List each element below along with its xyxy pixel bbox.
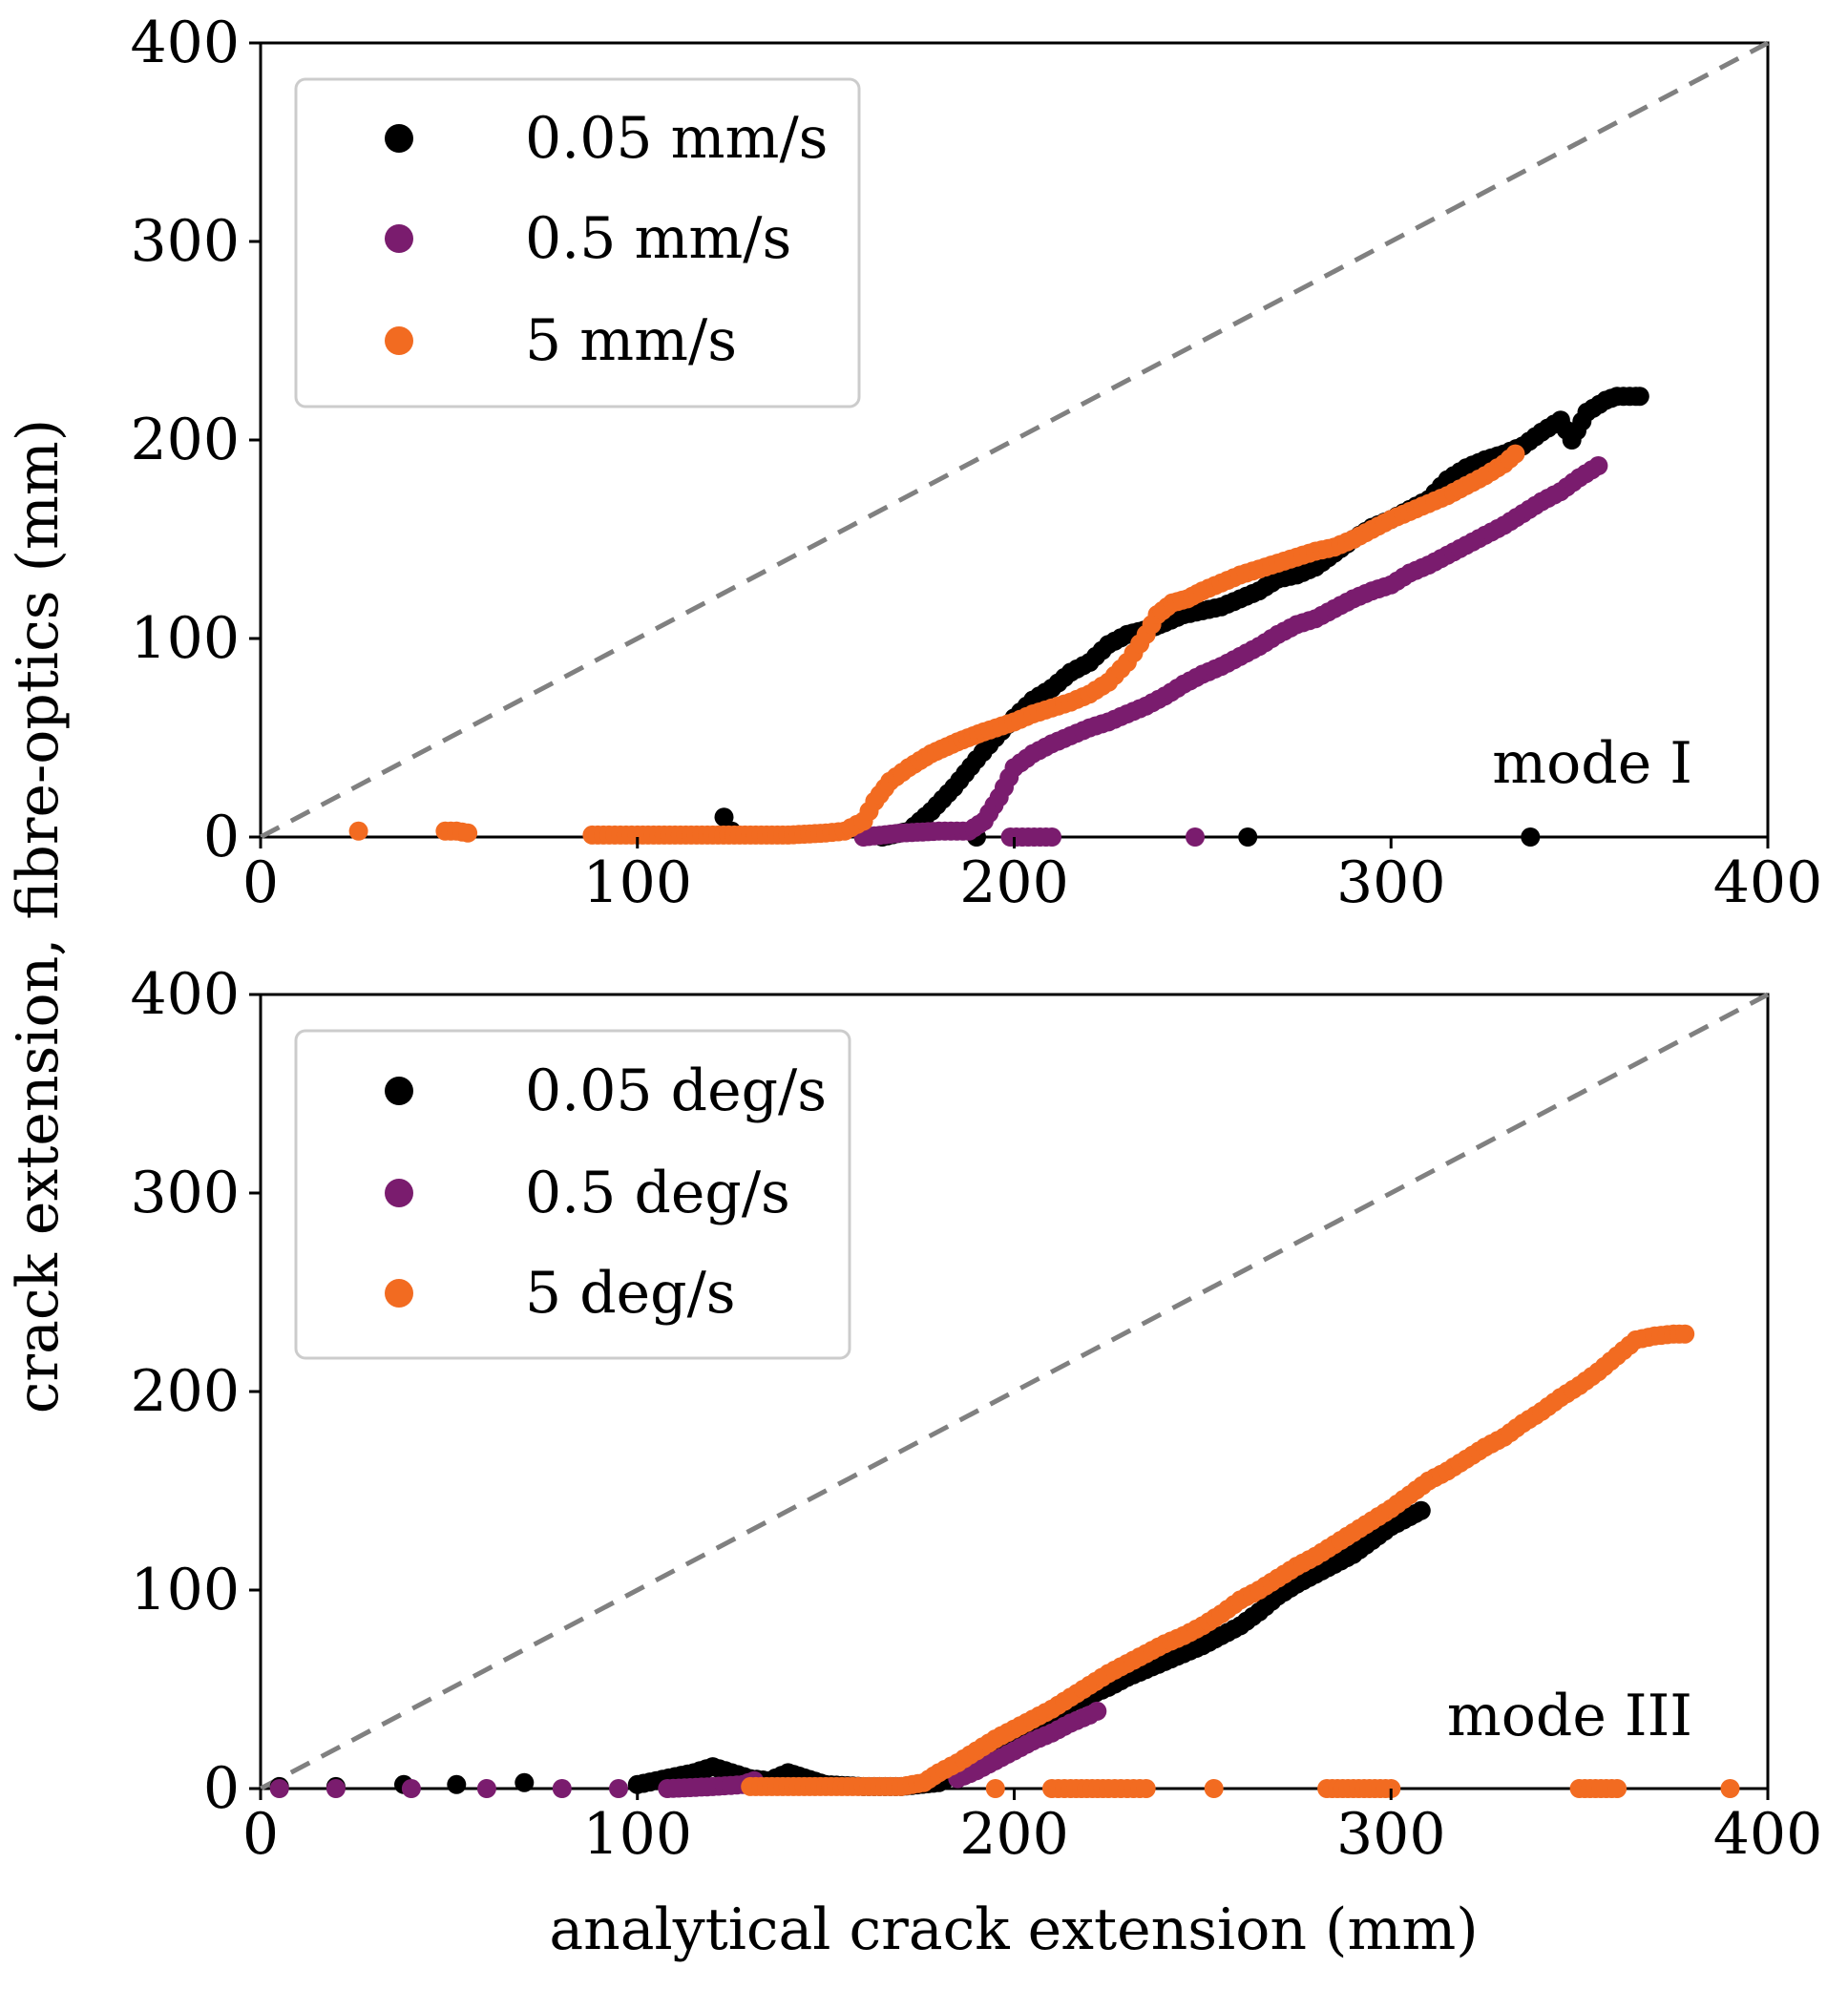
y-tick-label: 200 [130, 407, 240, 473]
data-point [401, 1779, 421, 1798]
data-point [1136, 1779, 1156, 1798]
y-tick-label: 300 [130, 208, 240, 275]
data-point [1411, 1500, 1431, 1520]
data-point [552, 1779, 572, 1798]
y-tick-label: 100 [130, 1557, 240, 1623]
data-point [1238, 827, 1258, 847]
legend-label: 5 mm/s [525, 307, 737, 374]
y-tick-label: 300 [130, 1160, 240, 1226]
x-axis-ticks: 0 100 200 300 400 [242, 1789, 1822, 1868]
x-tick-label: 400 [1713, 849, 1823, 916]
y-tick-label: 400 [130, 10, 240, 76]
data-point [714, 807, 734, 827]
series-group [853, 456, 1608, 847]
y-tick-label: 0 [203, 804, 240, 870]
legend-item: 0.5 deg/s [385, 1160, 790, 1226]
panel-annotation: mode I [1492, 730, 1692, 797]
x-tick-label: 0 [242, 1801, 279, 1868]
data-point [1588, 456, 1608, 475]
legend-label: 0.5 deg/s [525, 1160, 790, 1226]
series-group [348, 444, 1525, 845]
x-tick-label: 200 [959, 1801, 1069, 1868]
data-points-layer [269, 1324, 1740, 1798]
legend-marker [385, 1179, 413, 1207]
data-point [1629, 387, 1649, 407]
legend: 0.05 deg/s 0.5 deg/s 5 deg/s [294, 1029, 851, 1360]
legend-marker [385, 224, 413, 253]
legend-item: 0.05 deg/s [385, 1057, 827, 1124]
data-point [476, 1779, 496, 1798]
x-tick-label: 300 [1336, 849, 1446, 916]
legend-marker [385, 326, 413, 355]
legend-marker [385, 1279, 413, 1308]
x-tick-label: 100 [582, 849, 692, 916]
x-tick-label: 200 [959, 849, 1069, 916]
data-point [1087, 1701, 1107, 1721]
identity-reference-line [259, 992, 1770, 1791]
chart-panel-mode-iii: 0 100 200 300 400 0 100 200 300 400 mode III 0.0… [130, 961, 1822, 1868]
y-axis-label: crack extension, fibre-optics (mm) [5, 419, 72, 1413]
y-tick-label: 200 [130, 1358, 240, 1425]
legend-label: 0.5 mm/s [525, 205, 791, 272]
x-tick-label: 100 [582, 1801, 692, 1868]
identity-reference-line [259, 40, 1770, 840]
legend-box [294, 1029, 851, 1360]
legend-marker [385, 1077, 413, 1105]
x-axis-ticks: 0 100 200 300 400 [242, 837, 1822, 916]
chart-panel-mode-i: 0 100 200 300 400 0 100 200 300 400 mode I 0.05 … [130, 10, 1822, 916]
y-axis-ticks: 0 100 200 300 400 [130, 961, 261, 1822]
data-point [514, 1772, 535, 1792]
legend-box [294, 77, 861, 408]
data-point [1607, 1779, 1628, 1798]
y-tick-label: 100 [130, 605, 240, 672]
data-point [985, 1779, 1005, 1798]
legend-item: 0.5 mm/s [385, 205, 791, 272]
series-group [741, 1324, 1740, 1798]
legend: 0.05 mm/s 0.5 mm/s 5 mm/s [294, 77, 861, 408]
legend-label: 0.05 deg/s [525, 1057, 827, 1124]
data-point [1675, 1324, 1695, 1344]
data-point [447, 1774, 467, 1794]
legend-item: 5 deg/s [385, 1260, 736, 1327]
data-points-layer [348, 387, 1649, 847]
legend-marker [385, 124, 413, 153]
legend-label: 5 deg/s [525, 1260, 736, 1327]
data-point [326, 1779, 346, 1798]
data-point [1042, 827, 1061, 847]
data-point [1521, 827, 1541, 847]
panel-annotation: mode III [1447, 1683, 1692, 1749]
legend-item: 5 mm/s [385, 307, 737, 374]
data-point [1720, 1779, 1740, 1798]
x-tick-label: 400 [1713, 1801, 1823, 1868]
data-point [1204, 1779, 1224, 1798]
data-point [458, 823, 478, 843]
data-point [348, 821, 368, 841]
y-tick-label: 0 [203, 1755, 240, 1822]
data-point [1505, 444, 1525, 464]
legend-label: 0.05 mm/s [525, 105, 828, 172]
x-axis-label: analytical crack extension (mm) [549, 1896, 1478, 1963]
series-group [269, 1500, 1431, 1796]
data-point [609, 1779, 628, 1798]
data-point [1186, 827, 1205, 847]
y-axis-ticks: 0 100 200 300 400 [130, 10, 261, 870]
legend-item: 0.05 mm/s [385, 105, 828, 172]
y-tick-label: 400 [130, 961, 240, 1028]
data-point [269, 1779, 289, 1798]
x-tick-label: 300 [1336, 1801, 1446, 1868]
x-tick-label: 0 [242, 849, 279, 916]
